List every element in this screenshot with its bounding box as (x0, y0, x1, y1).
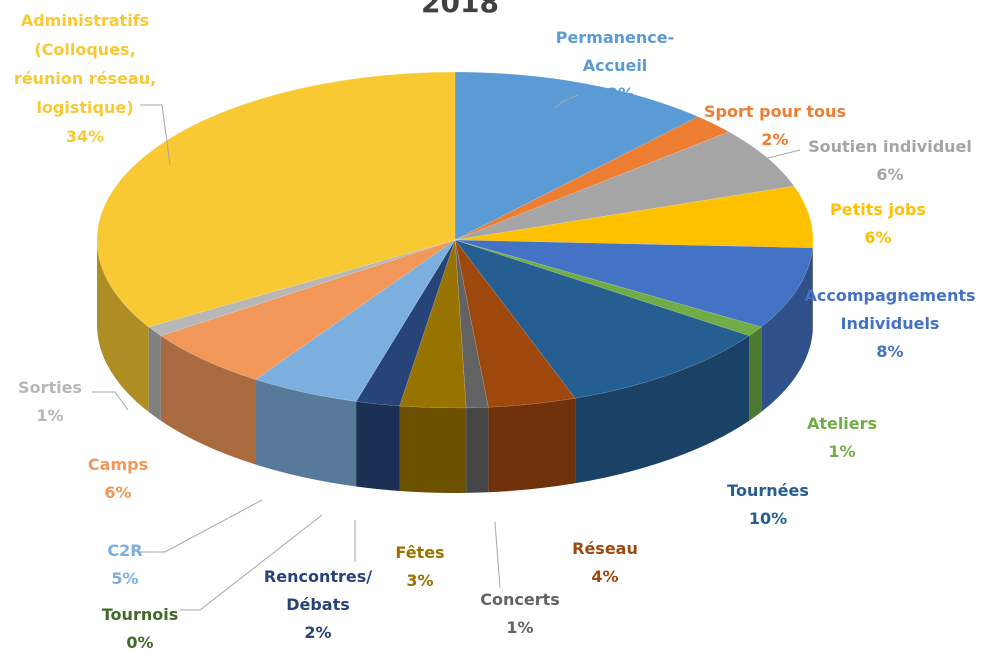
category-label: Soutien individuel (808, 137, 972, 156)
slice (454, 239, 813, 328)
slice-side (148, 326, 161, 421)
slice-label: Ateliers 1% (732, 410, 952, 466)
slice (454, 239, 750, 399)
slice (454, 116, 730, 241)
slice (454, 185, 814, 249)
slice (454, 71, 699, 241)
slice-label: Fêtes 3% (310, 539, 530, 595)
category-label: Administratifs (Colloques, réunion résea… (13, 11, 157, 117)
leader-line (92, 391, 129, 411)
slice (454, 131, 795, 241)
slice-label: Concerts 1% (410, 586, 630, 642)
leader-line (140, 499, 263, 553)
leader-line (494, 521, 501, 589)
leader-line (554, 94, 579, 109)
chart-title: 2018 (421, 0, 499, 19)
slice-side (488, 398, 576, 493)
category-label: Tournées (727, 481, 809, 500)
slice-side (255, 379, 357, 487)
category-label: Ateliers (806, 414, 878, 433)
slice-side (399, 405, 467, 493)
category-label: Permanence- Accueil (555, 28, 675, 75)
slice-label: Tournois 0% (30, 601, 250, 652)
category-label: Accompagnements Individuels (804, 286, 976, 333)
slice (454, 239, 762, 337)
slice-side (97, 240, 149, 412)
slice-label: Accompagnements Individuels 8% (780, 282, 984, 366)
slice (96, 71, 456, 328)
category-label: Camps (87, 455, 149, 474)
value-label: 12% (595, 84, 635, 103)
slice-side (749, 326, 762, 421)
value-label: 0% (126, 633, 154, 652)
value-label: 10% (748, 509, 788, 528)
leader-line (180, 514, 323, 611)
value-label: 3% (406, 571, 434, 590)
slice-label: Soutien individuel 6% (780, 133, 984, 189)
category-label: Fêtes (395, 543, 445, 562)
category-label: C2R (107, 541, 143, 560)
value-label: 1% (506, 618, 534, 637)
category-label: Sport pour tous (704, 102, 846, 121)
slice-side (466, 407, 489, 493)
slice-label: Sorties 1% (0, 374, 160, 430)
slice (254, 239, 456, 402)
value-label: 1% (36, 406, 64, 425)
slice (160, 239, 456, 380)
value-label: 6% (864, 228, 892, 247)
value-label: 1% (828, 442, 856, 461)
slice-label: Camps 6% (8, 451, 228, 507)
value-label: 34% (65, 127, 105, 146)
slice-side (356, 401, 400, 491)
value-label: 2% (761, 130, 789, 149)
category-label: Sorties (18, 378, 82, 397)
slice (355, 239, 456, 407)
leader-line (140, 104, 171, 166)
slice-label: C2R 5% (15, 537, 235, 593)
category-label: Rencontres/ Débats (263, 567, 373, 614)
category-label: Tournois (101, 605, 179, 624)
slice-side (761, 247, 813, 412)
category-label: Concerts (480, 590, 560, 609)
category-label: Petits jobs (830, 200, 926, 219)
value-label: 6% (876, 165, 904, 184)
slice-label: Rencontres/ Débats 2% (208, 563, 428, 647)
value-label: 2% (304, 623, 332, 642)
slice-label: Permanence- Accueil 12% (505, 24, 725, 108)
slice (399, 239, 467, 409)
value-label: 6% (104, 483, 132, 502)
slice-label: Petits jobs 6% (768, 196, 984, 252)
slice (454, 239, 489, 409)
slice-label: Administratifs (Colloques, réunion résea… (0, 6, 195, 151)
slice-side (160, 335, 256, 465)
slice-side (575, 335, 750, 484)
value-label: 8% (876, 342, 904, 361)
value-label: 5% (111, 569, 139, 588)
slice-label: Tournées 10% (658, 477, 878, 533)
slice-label: Sport pour tous 2% (665, 98, 885, 154)
slice (148, 239, 456, 337)
leader-line (739, 149, 801, 166)
category-label: Réseau (572, 539, 638, 558)
value-label: 4% (591, 567, 619, 586)
slice (454, 239, 576, 408)
slice-label: Réseau 4% (495, 535, 715, 591)
